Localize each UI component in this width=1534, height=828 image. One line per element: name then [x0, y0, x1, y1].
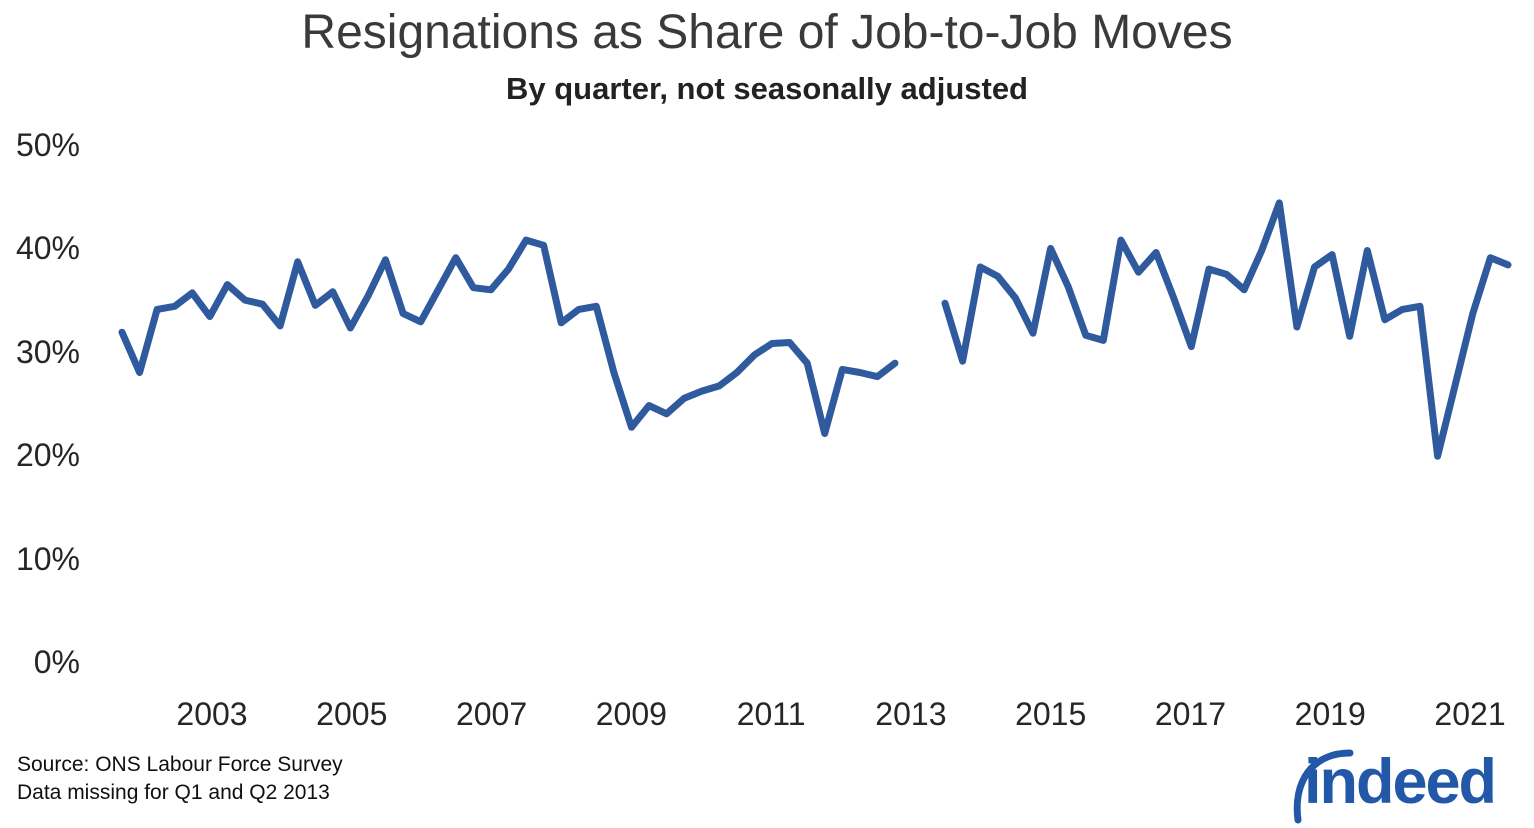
data-line-segment-1: [118, 236, 899, 437]
x-tick-label: 2021: [1434, 696, 1506, 732]
chart-subtitle: By quarter, not seasonally adjusted: [506, 71, 1028, 106]
x-tick-label: 2005: [316, 696, 388, 732]
logo-wordmark: indeed: [1304, 747, 1497, 817]
chart-title: Resignations as Share of Job-to-Job Move…: [301, 6, 1233, 59]
x-tick-label: 2013: [875, 696, 947, 732]
y-tick-label: 30%: [15, 333, 80, 370]
x-tick-label: 2015: [1015, 696, 1087, 732]
y-tick-label: 50%: [15, 127, 80, 163]
x-tick-label: 2019: [1294, 696, 1366, 732]
y-tick-label: 20%: [15, 437, 80, 474]
x-tick-label: 2003: [176, 696, 248, 732]
y-tick-label: 40%: [15, 230, 80, 267]
data-line-segment-2: [941, 199, 1512, 460]
x-tick-label: 2007: [455, 696, 528, 732]
logo-swoosh-icon: [1293, 749, 1354, 824]
y-tick-label: 0%: [33, 644, 80, 680]
missing-data-note: Data missing for Q1 and Q2 2013: [17, 781, 330, 804]
x-tick-label: 2009: [595, 696, 667, 732]
source-line: Source: ONS Labour Force Survey: [17, 753, 343, 776]
indeed-logo: indeed: [1288, 740, 1534, 828]
y-tick-label: 10%: [15, 540, 80, 577]
x-tick-label: 2011: [736, 696, 806, 732]
x-tick-label: 2017: [1154, 696, 1227, 732]
source-note: Source: ONS Labour Force Survey Data mis…: [17, 751, 343, 807]
